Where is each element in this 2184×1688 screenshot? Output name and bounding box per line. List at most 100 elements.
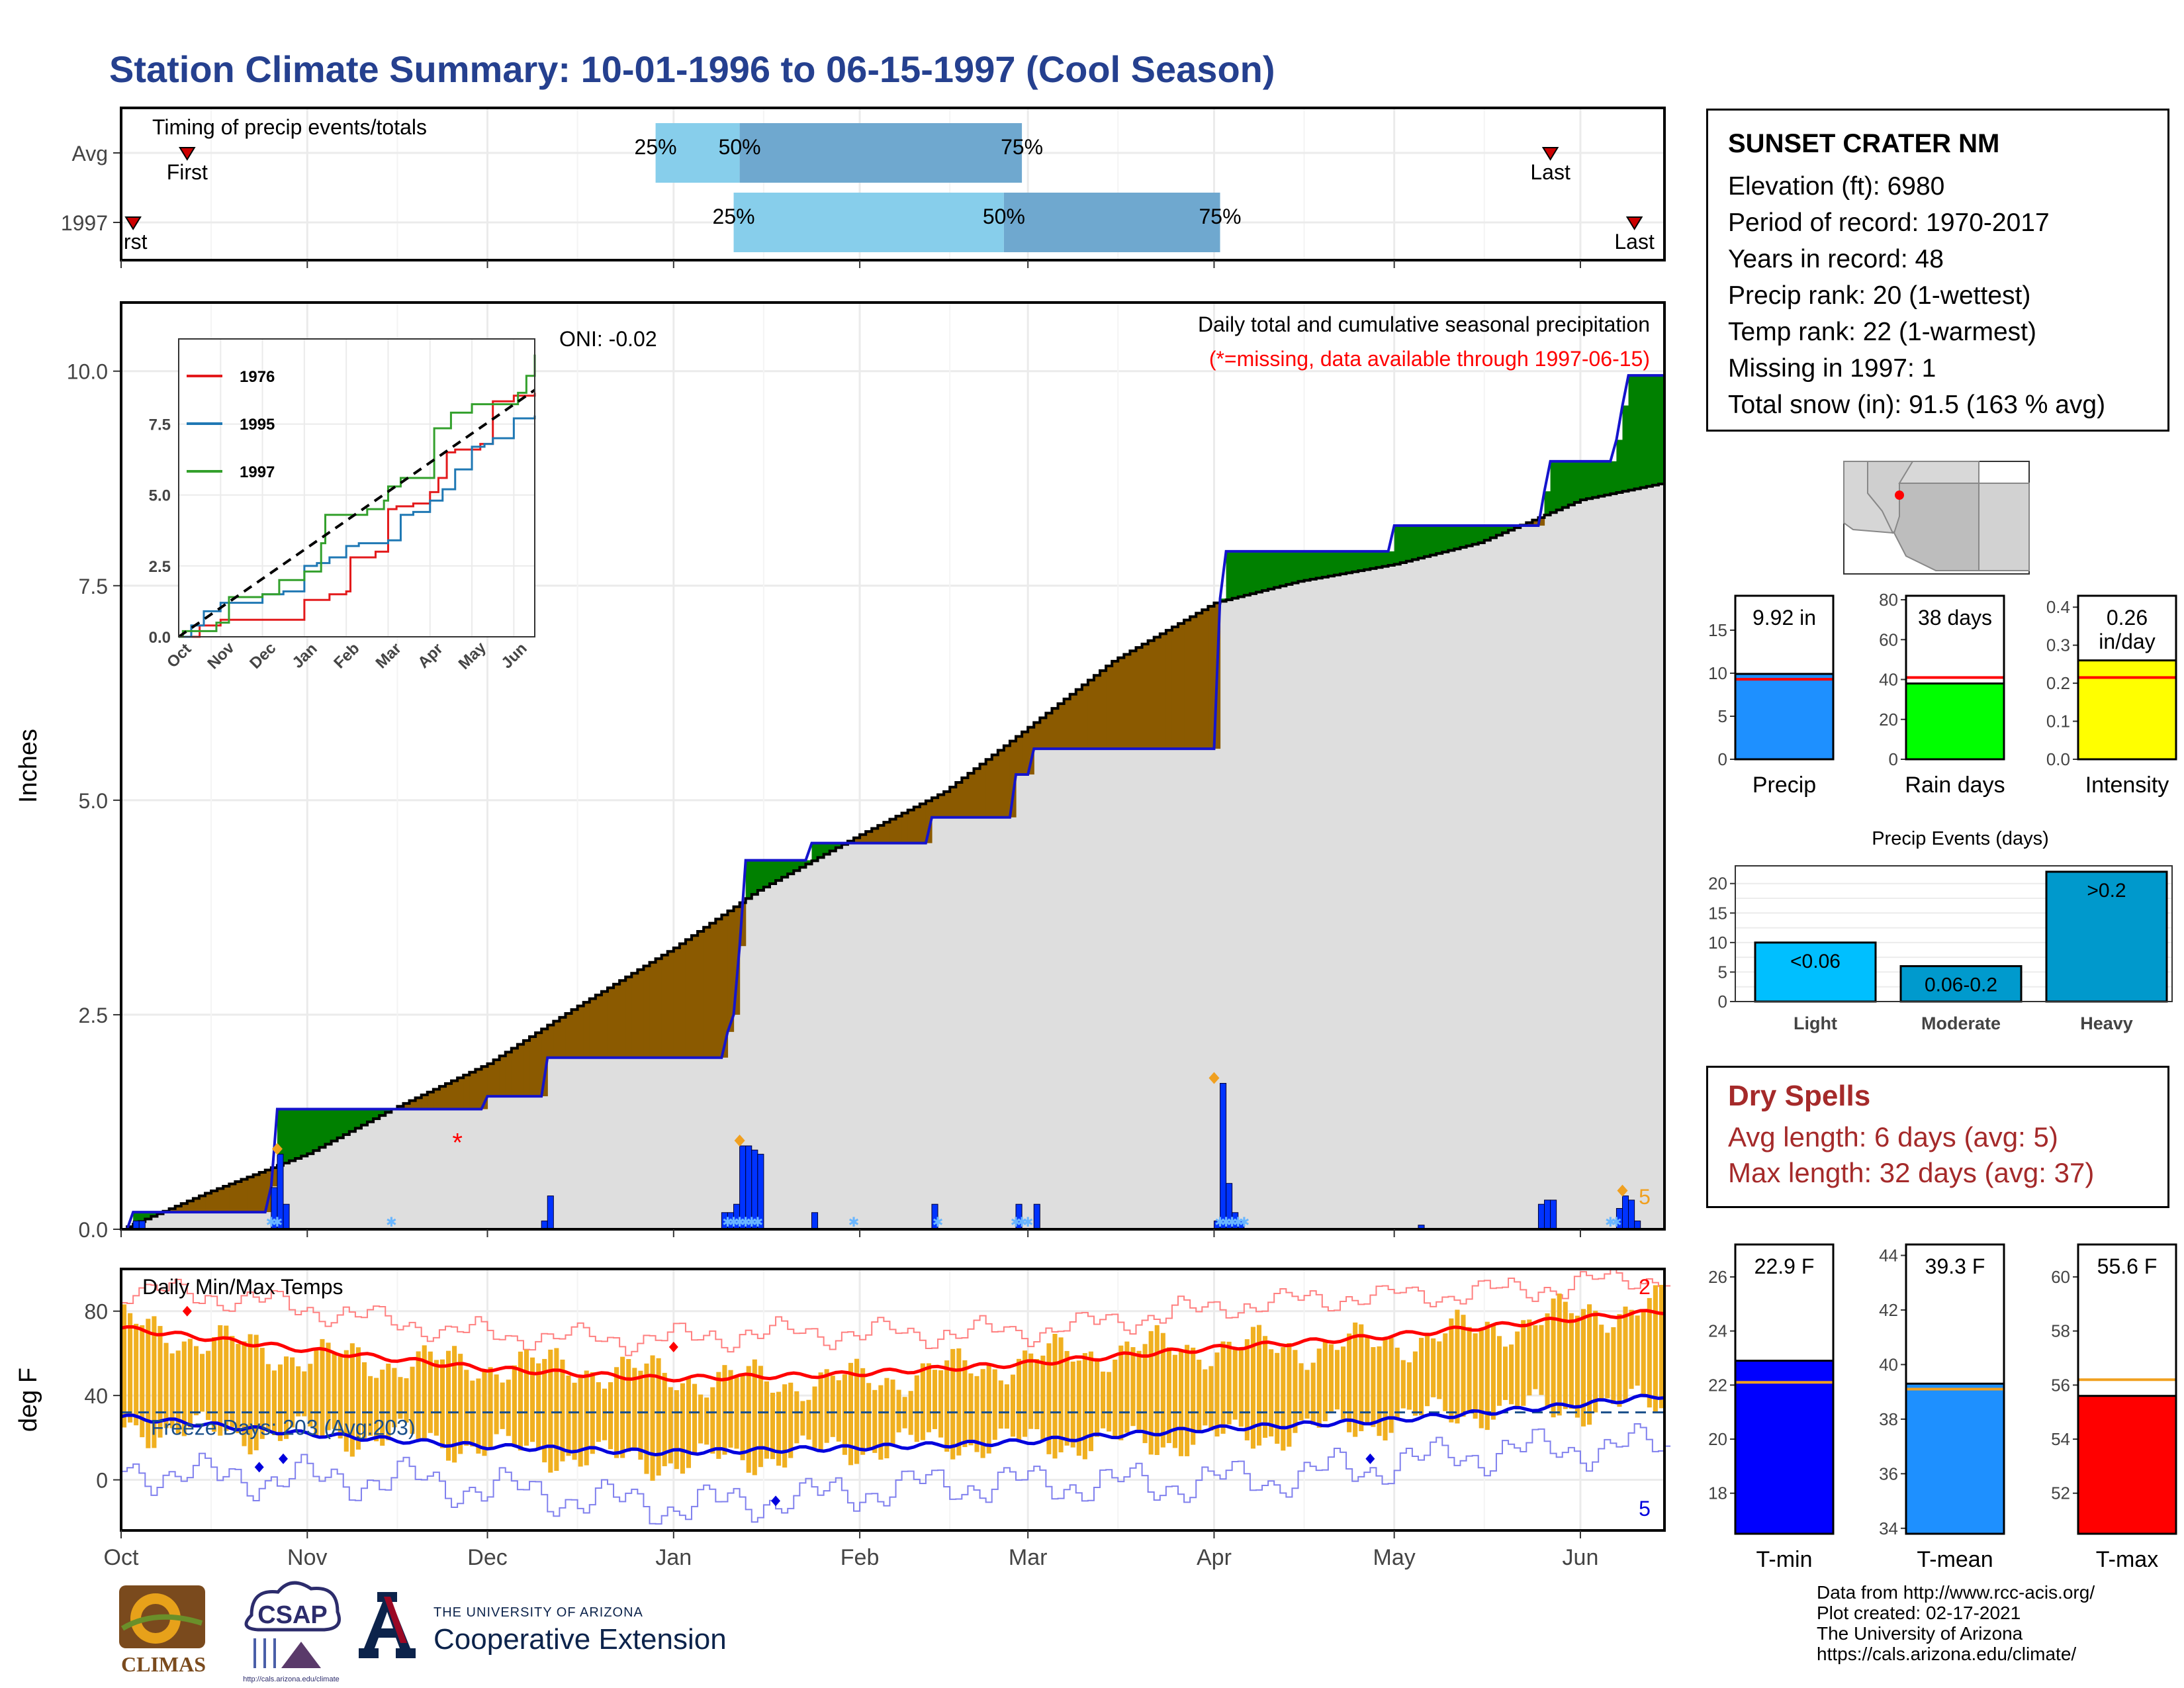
daily-temp-range-bar — [332, 1352, 337, 1429]
above-average-fill — [1298, 551, 1305, 582]
below-average-fill — [913, 807, 921, 843]
first-event-label: First — [167, 160, 208, 184]
temp-summary-1-ytick-label: 40 — [1879, 1354, 1898, 1374]
credit-plot-created: Plot created: 02-17-2021 — [1817, 1603, 2021, 1623]
daily-temp-range-bar — [1449, 1318, 1454, 1423]
credit-url: https://cals.arizona.edu/climate/ — [1817, 1644, 2077, 1664]
below-average-fill — [860, 834, 866, 843]
daily-temp-range-bar — [1142, 1344, 1148, 1444]
daily-temp-range-bar — [368, 1376, 373, 1436]
above-average-fill — [1370, 551, 1377, 569]
below-average-fill — [997, 750, 1005, 818]
below-average-fill — [866, 831, 872, 843]
below-average-fill — [1046, 713, 1053, 749]
snow-day-marker: ✱ — [272, 1215, 283, 1230]
cumulative-average-area — [121, 483, 1664, 1230]
daily-temp-range-bar — [908, 1391, 913, 1435]
daily-temp-range-bar — [1118, 1345, 1124, 1440]
inset-series-1995 — [179, 415, 536, 638]
daily-temp-range-bar — [1070, 1361, 1075, 1448]
snow-day-marker: ✱ — [1214, 1215, 1226, 1230]
daily-temp-range-bar — [248, 1334, 253, 1455]
locator-map — [1843, 461, 2030, 575]
daily-temp-range-bar — [488, 1367, 493, 1448]
below-average-fill — [523, 1040, 530, 1097]
daily-temp-range-bar — [668, 1387, 673, 1464]
temp-ylabel: deg F — [15, 1368, 42, 1432]
temp-summary-1-frame — [1905, 1243, 2005, 1535]
daily-temp-range-bar — [1490, 1324, 1496, 1420]
daily-temp-range-bar — [614, 1367, 619, 1458]
temp-summary-0-frame — [1734, 1243, 1835, 1535]
precip-summary-1-ytick-label: 80 — [1879, 590, 1898, 610]
daily-temp-range-bar — [1058, 1337, 1064, 1453]
below-average-fill — [715, 919, 722, 1058]
daily-temp-range-bar — [122, 1304, 127, 1428]
daily-temp-range-bar — [1101, 1372, 1106, 1429]
below-average-fill — [956, 782, 962, 818]
record-max-envelope — [121, 1268, 1671, 1356]
temp-summary-1-ytick-label: 34 — [1879, 1519, 1898, 1538]
daily-precip-bar — [811, 1212, 819, 1230]
below-average-fill — [187, 1201, 194, 1213]
below-average-fill — [253, 1174, 260, 1213]
daily-temp-range-bar — [1179, 1350, 1184, 1456]
above-average-fill — [805, 860, 813, 865]
above-average-fill — [325, 1109, 332, 1145]
daily-temp-range-bar — [433, 1360, 439, 1436]
inset-series-1997 — [179, 354, 536, 638]
below-average-fill — [709, 923, 716, 1058]
dry-spells-title: Dry Spells — [1728, 1080, 1871, 1112]
daily-temp-range-bar — [806, 1399, 811, 1440]
daily-temp-range-bar — [392, 1368, 397, 1428]
daily-temp-range-bar — [1304, 1370, 1310, 1419]
ua-logo-big-text: Cooperative Extension — [433, 1623, 727, 1656]
snow-day-marker: ✱ — [1220, 1215, 1232, 1230]
daily-temp-range-bar — [1281, 1346, 1286, 1451]
precip-title: Daily total and cumulative seasonal prec… — [1198, 312, 1650, 336]
daily-temp-range-bar — [1484, 1321, 1490, 1430]
daily-temp-range-bar — [1052, 1333, 1058, 1459]
above-average-fill — [307, 1109, 314, 1154]
precip-ytick-label: 10.0 — [67, 360, 108, 384]
daily-temp-range-bar — [746, 1366, 751, 1473]
below-average-fill — [968, 773, 975, 818]
daily-temp-range-bar — [512, 1365, 517, 1447]
above-average-fill — [283, 1109, 290, 1163]
below-average-fill — [962, 778, 969, 818]
daily-temp-range-bar — [962, 1360, 968, 1448]
daily-temp-range-bar — [1359, 1324, 1364, 1432]
temp-summary-1-category-label: T-mean — [1917, 1547, 1993, 1572]
temp-summary-2-category-label: T-max — [2096, 1547, 2158, 1572]
daily-temp-range-bar — [1293, 1350, 1298, 1433]
above-average-fill — [379, 1109, 386, 1116]
above-average-fill — [1550, 461, 1557, 513]
above-average-fill — [1634, 375, 1641, 489]
timing-bar-50-75 — [1003, 193, 1220, 252]
above-average-fill — [1358, 551, 1365, 571]
above-average-fill — [1502, 526, 1509, 533]
below-average-fill — [631, 973, 638, 1058]
precip-events-ytick-label: 15 — [1708, 903, 1727, 923]
record-low-count: 5 — [1639, 1497, 1651, 1521]
timing-label-25: 25% — [635, 135, 677, 159]
daily-temp-range-bar — [1574, 1315, 1580, 1418]
daily-temp-range-bar — [134, 1323, 139, 1426]
below-average-fill — [625, 976, 632, 1058]
daily-temp-range-bar — [1203, 1369, 1208, 1426]
temp-summary-2-ytick-label: 56 — [2051, 1375, 2070, 1395]
precip-summary-0-value-label: 9.92 in — [1752, 606, 1816, 630]
below-average-fill — [571, 1009, 578, 1058]
daily-temp-range-bar — [1431, 1338, 1436, 1397]
above-average-fill — [745, 860, 752, 899]
daily-temp-range-bar — [1503, 1346, 1508, 1400]
daily-temp-range-bar — [320, 1338, 325, 1436]
month-label: Apr — [1197, 1545, 1232, 1570]
precip-summary-1-ytick-label: 60 — [1879, 630, 1898, 649]
below-average-fill — [1154, 637, 1161, 749]
below-average-fill — [733, 906, 741, 1015]
daily-temp-range-bar — [740, 1376, 745, 1460]
precip-ylabel: Inches — [15, 729, 42, 803]
below-average-fill — [175, 1206, 182, 1213]
below-average-fill — [577, 1006, 584, 1058]
